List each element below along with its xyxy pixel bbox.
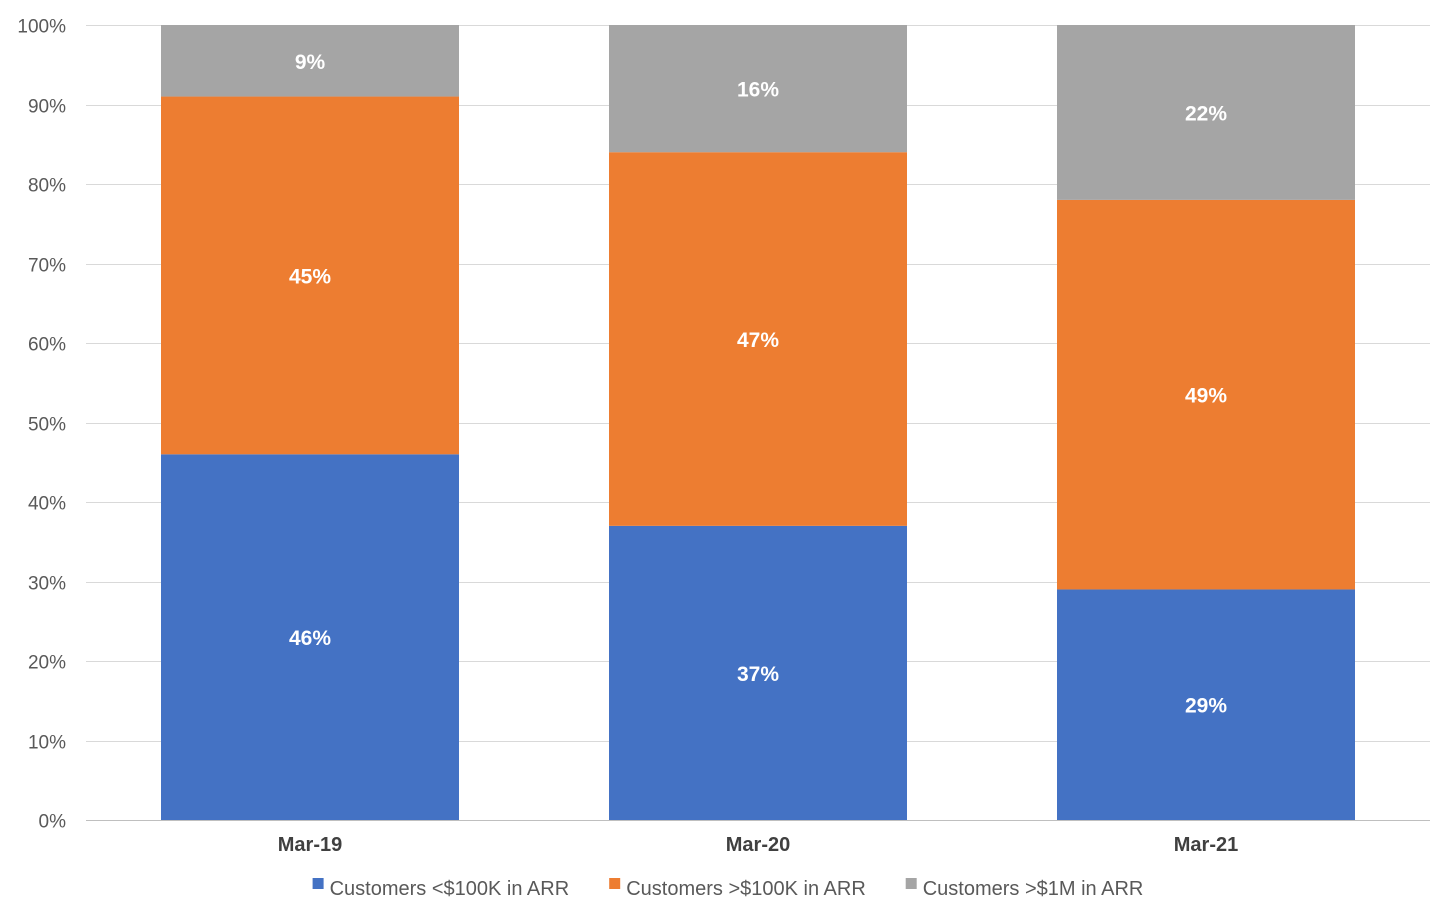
legend-item: Customers <$100K in ARR xyxy=(312,878,570,900)
bar-segment xyxy=(1057,199,1355,590)
legend-item: Customers >$1M in ARR xyxy=(905,878,1144,900)
legend-label: Customers >$1M in ARR xyxy=(923,878,1144,900)
y-tick-label: 80% xyxy=(28,176,66,197)
y-tick-label: 0% xyxy=(39,812,67,833)
bar-segment xyxy=(609,152,907,526)
legend: Customers <$100K in ARR Customers >$100K … xyxy=(312,878,1144,900)
data-label: 16% xyxy=(737,79,779,102)
bar-segment xyxy=(1057,589,1355,820)
y-tick-label: 90% xyxy=(28,97,66,118)
data-labels: 46% 45% 9% 37% 47% 16% 29% 49% 22% xyxy=(289,51,1227,718)
y-tick-label: 10% xyxy=(28,733,66,754)
data-label: 49% xyxy=(1185,385,1227,408)
y-tick-label: 50% xyxy=(28,415,66,436)
bar-segment xyxy=(609,525,907,820)
y-tick-label: 40% xyxy=(28,494,66,515)
legend-swatch xyxy=(312,878,324,889)
legend-swatch xyxy=(905,878,917,889)
data-label: 46% xyxy=(289,627,331,650)
legend-label: Customers >$100K in ARR xyxy=(626,878,866,900)
data-label: 37% xyxy=(737,663,779,686)
x-axis: Mar-19 Mar-20 Mar-21 xyxy=(86,820,1430,856)
bar-segment xyxy=(609,25,907,153)
data-label: 45% xyxy=(289,265,331,288)
legend-item: Customers >$100K in ARR xyxy=(609,878,866,900)
bar-segment xyxy=(161,25,459,97)
x-tick-label: Mar-21 xyxy=(1174,834,1238,856)
bar-segment xyxy=(161,454,459,820)
data-label: 47% xyxy=(737,329,779,352)
y-axis: 0% 10% 20% 30% 40% 50% 60% 70% 80% 90% 100% xyxy=(17,17,66,833)
data-label: 29% xyxy=(1185,695,1227,718)
bar-segment xyxy=(1057,25,1355,200)
bar-segment xyxy=(161,96,459,455)
y-tick-label: 60% xyxy=(28,335,66,356)
y-tick-label: 20% xyxy=(28,653,66,674)
data-label: 9% xyxy=(295,51,326,74)
x-tick-label: Mar-20 xyxy=(726,834,790,856)
legend-label: Customers <$100K in ARR xyxy=(330,878,570,900)
y-tick-label: 70% xyxy=(28,256,66,277)
y-tick-label: 30% xyxy=(28,574,66,595)
legend-swatch xyxy=(609,878,621,889)
y-tick-label: 100% xyxy=(17,17,66,38)
data-label: 22% xyxy=(1185,102,1227,125)
x-tick-label: Mar-19 xyxy=(278,834,342,856)
bars xyxy=(161,25,1355,820)
